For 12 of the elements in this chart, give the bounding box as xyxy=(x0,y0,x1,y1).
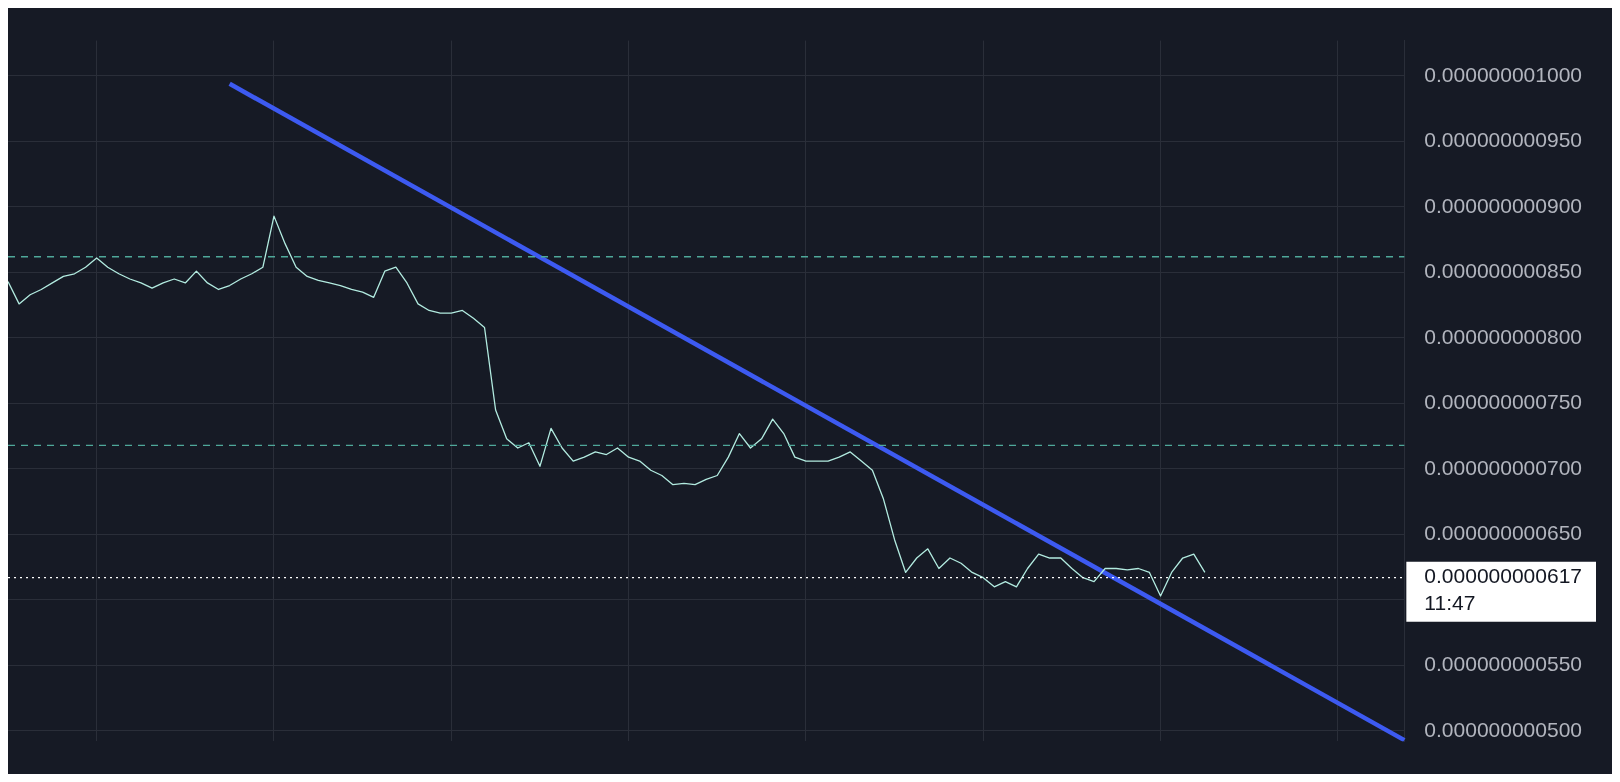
ref-line-label: 0.000000000617 xyxy=(1424,564,1583,588)
y-tick-label: 0.000000000950 xyxy=(1424,128,1583,152)
text: 11:47 xyxy=(1424,591,1476,615)
y-tick-label: 0.000000000550 xyxy=(1424,652,1583,676)
y-tick-label: 0.000000000700 xyxy=(1424,455,1583,479)
y-tick-label: 0.000000001000 xyxy=(1424,62,1583,86)
y-tick-label: 0.000000000500 xyxy=(1424,717,1583,741)
y-tick-label: 0.000000000850 xyxy=(1424,259,1583,283)
y-tick-label: 0.000000000750 xyxy=(1424,390,1583,414)
y-tick-label: 0.000000000800 xyxy=(1424,324,1583,348)
y-tick-label: 0.000000000650 xyxy=(1424,521,1583,545)
y-tick-label: 0.000000000900 xyxy=(1424,193,1583,217)
